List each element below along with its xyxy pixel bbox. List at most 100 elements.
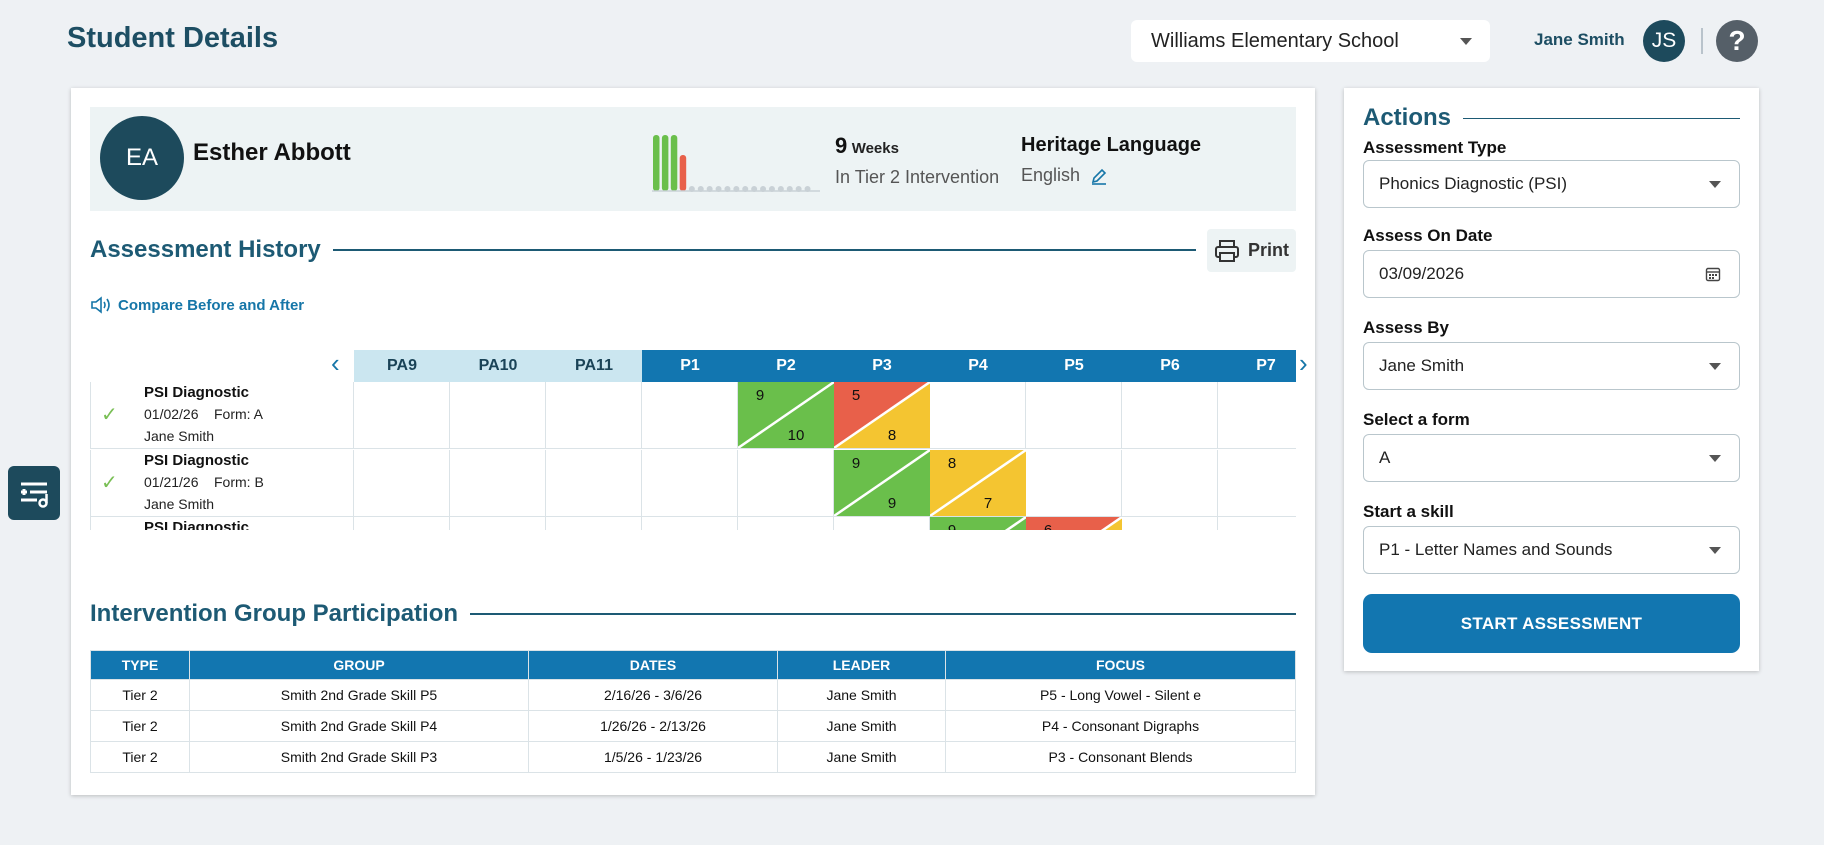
school-select-value: Williams Elementary School <box>1151 29 1399 52</box>
assess-by-label: Assess By <box>1363 318 1450 337</box>
student-details-card: EA Esther Abbott 9 Weeks In Tier 2 Inter… <box>71 88 1315 795</box>
score-cell[interactable]: 6 <box>1026 517 1122 530</box>
grid-cell <box>546 449 642 516</box>
column-header-pa11: PA11 <box>546 350 642 382</box>
filter-panel-toggle[interactable] <box>8 466 60 520</box>
score-divider <box>930 449 1026 516</box>
week-bar <box>679 155 687 191</box>
cell-dates: 1/26/26 - 2/13/26 <box>528 710 778 742</box>
table-row[interactable]: Tier 2 Smith 2nd Grade Skill P5 2/16/26 … <box>90 679 1296 711</box>
score-cell[interactable]: 9 <box>930 517 1026 530</box>
assess-on-date-input[interactable]: 03/09/2026 <box>1363 250 1740 298</box>
print-button[interactable]: Print <box>1207 229 1296 272</box>
assessment-grid: ‹ PA9 PA10 PA11 P1 P2 P3 P4 P5 P6 P7 ✓ PSI Diagnost… <box>90 350 1296 530</box>
column-header-p4: P4 <box>930 350 1026 382</box>
assessment-by: Jane Smith <box>144 495 215 512</box>
chevron-down-icon <box>1709 180 1721 188</box>
grid-cell <box>738 517 834 530</box>
check-icon: ✓ <box>101 471 118 494</box>
grid-cell <box>450 449 546 516</box>
column-header-p6: P6 <box>1122 350 1218 382</box>
score-divider <box>834 382 930 448</box>
weeks-label: Weeks <box>851 140 899 157</box>
user-avatar[interactable]: JS <box>1643 20 1685 62</box>
sliders-icon <box>21 482 48 508</box>
grid-cell <box>930 382 1026 448</box>
assessment-history-heading: Assessment History <box>90 236 1196 264</box>
chevron-right-icon[interactable]: › <box>1299 348 1308 378</box>
table-row[interactable]: Tier 2 Smith 2nd Grade Skill P4 1/26/26 … <box>90 710 1296 742</box>
score-cell[interactable]: 9 10 <box>738 382 834 448</box>
week-bar <box>670 135 678 191</box>
intervention-title: Intervention Group Participation <box>90 600 459 627</box>
assessment-title: PSI Diagnostic <box>144 451 250 469</box>
help-icon[interactable]: ? <box>1716 20 1758 62</box>
grid-cell <box>1122 382 1218 448</box>
assessment-type-select[interactable]: Phonics Diagnostic (PSI) <box>1363 160 1740 208</box>
grid-cell <box>1026 449 1122 516</box>
column-header-p3: P3 <box>834 350 930 382</box>
table-row[interactable]: Tier 2 Smith 2nd Grade Skill P3 1/5/26 -… <box>90 741 1296 773</box>
weeks-summary: 9 Weeks In Tier 2 Intervention <box>835 133 999 188</box>
assessment-form: Form: A <box>214 406 264 422</box>
intervention-heading: Intervention Group Participation <box>90 600 1296 628</box>
weeks-count: 9 <box>835 133 848 158</box>
select-form-select[interactable]: A <box>1363 434 1740 482</box>
assessment-row[interactable]: PSI Diagnostic 9 6 <box>90 517 1296 530</box>
cell-type: Tier 2 <box>90 741 190 773</box>
select-form-value: A <box>1379 448 1391 467</box>
column-header-p5: P5 <box>1026 350 1122 382</box>
score-top-triangle <box>930 517 1026 530</box>
calendar-icon[interactable] <box>1705 266 1721 282</box>
score-divider <box>1004 517 1026 530</box>
grid-cell <box>834 517 930 530</box>
assessment-type-label: Assessment Type <box>1363 138 1507 157</box>
grid-cell <box>1218 382 1296 448</box>
header-divider <box>1701 28 1703 54</box>
column-header-dates: DATES <box>528 650 778 680</box>
chevron-down-icon <box>1460 37 1472 45</box>
score-top-value: 5 <box>852 387 860 404</box>
actions-heading: Actions <box>1363 104 1740 132</box>
printer-icon <box>1214 239 1239 262</box>
grid-cell <box>642 382 738 448</box>
student-avatar: EA <box>100 116 184 200</box>
cell-focus: P3 - Consonant Blends <box>945 741 1296 773</box>
score-cell[interactable]: 87 <box>930 449 1026 516</box>
grid-cell <box>354 449 450 516</box>
start-skill-label: Start a skill <box>1363 502 1454 521</box>
actions-card: Actions Assessment Type Phonics Diagnost… <box>1344 88 1759 671</box>
score-cell[interactable]: 99 <box>834 449 930 516</box>
score-bottom-value: 8 <box>888 427 896 444</box>
assessment-title: PSI Diagnostic <box>144 519 250 530</box>
edit-pencil-icon[interactable] <box>1090 167 1108 185</box>
start-skill-value: P1 - Letter Names and Sounds <box>1379 540 1613 559</box>
speaker-icon <box>91 296 110 314</box>
school-select[interactable]: Williams Elementary School <box>1131 20 1490 62</box>
cell-focus: P5 - Long Vowel - Silent e <box>945 679 1296 711</box>
column-header-group: GROUP <box>189 650 529 680</box>
intervention-table: TYPE GROUP DATES LEADER FOCUS Tier 2 Smi… <box>90 650 1296 773</box>
start-skill-select[interactable]: P1 - Letter Names and Sounds <box>1363 526 1740 574</box>
assessment-history-title: Assessment History <box>90 236 321 263</box>
assess-by-select[interactable]: Jane Smith <box>1363 342 1740 390</box>
start-assessment-button[interactable]: START ASSESSMENT <box>1363 594 1740 653</box>
assessment-row[interactable]: ✓ PSI Diagnostic 01/02/26 Form: A Jane Smith… <box>90 382 1296 449</box>
grid-cell <box>450 382 546 448</box>
grid-cell <box>642 449 738 516</box>
grid-cell <box>1218 517 1296 530</box>
user-name[interactable]: Jane Smith <box>1534 30 1625 49</box>
chevron-left-icon[interactable]: ‹ <box>331 350 340 378</box>
cell-group: Smith 2nd Grade Skill P4 <box>189 710 529 742</box>
column-header-p7: P7 <box>1218 350 1296 382</box>
week-bar <box>661 135 669 191</box>
compare-before-after-link[interactable]: Compare Before and After <box>90 295 304 315</box>
grid-cell <box>1026 382 1122 448</box>
print-label: Print <box>1247 240 1289 260</box>
chevron-down-icon <box>1709 362 1721 370</box>
score-cell[interactable]: 58 <box>834 382 930 448</box>
assessment-row[interactable]: ✓ PSI Diagnostic 01/21/26 Form: B Jane Smith… <box>90 449 1296 517</box>
check-icon: ✓ <box>101 404 118 426</box>
score-divider <box>738 382 834 448</box>
grid-cell <box>354 517 450 530</box>
